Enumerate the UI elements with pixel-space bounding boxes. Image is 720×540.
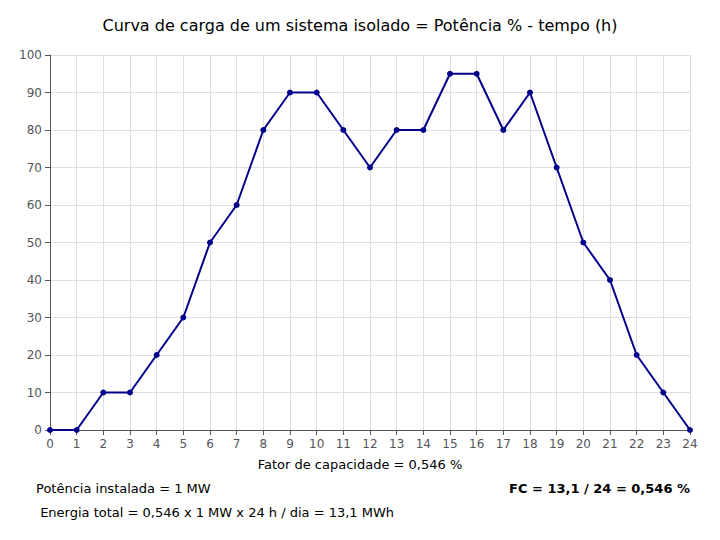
svg-text:13: 13 — [389, 437, 404, 451]
svg-text:0: 0 — [34, 423, 42, 437]
svg-text:21: 21 — [602, 437, 617, 451]
svg-text:70: 70 — [27, 161, 42, 175]
svg-text:22: 22 — [629, 437, 644, 451]
svg-text:20: 20 — [576, 437, 591, 451]
svg-text:4: 4 — [153, 437, 161, 451]
svg-text:20: 20 — [27, 348, 42, 362]
svg-text:100: 100 — [19, 48, 42, 62]
svg-text:3: 3 — [126, 437, 134, 451]
svg-text:15: 15 — [442, 437, 457, 451]
svg-text:90: 90 — [27, 86, 42, 100]
svg-text:19: 19 — [549, 437, 564, 451]
svg-text:40: 40 — [27, 273, 42, 287]
svg-text:Energia total = 0,546 x 1 MW x: Energia total = 0,546 x 1 MW x 24 h / di… — [36, 505, 394, 520]
svg-text:7: 7 — [233, 437, 241, 451]
svg-text:24: 24 — [682, 437, 697, 451]
svg-text:9: 9 — [286, 437, 294, 451]
svg-text:6: 6 — [206, 437, 214, 451]
svg-text:FC = 13,1 / 24 = 0,546 %: FC = 13,1 / 24 = 0,546 % — [509, 481, 690, 496]
svg-text:16: 16 — [469, 437, 484, 451]
svg-text:10: 10 — [309, 437, 324, 451]
svg-text:11: 11 — [336, 437, 351, 451]
svg-text:23: 23 — [656, 437, 671, 451]
svg-text:18: 18 — [522, 437, 537, 451]
svg-text:50: 50 — [27, 236, 42, 250]
svg-text:80: 80 — [27, 123, 42, 137]
svg-text:30: 30 — [27, 311, 42, 325]
svg-text:60: 60 — [27, 198, 42, 212]
svg-text:14: 14 — [416, 437, 431, 451]
svg-text:5: 5 — [180, 437, 188, 451]
svg-text:8: 8 — [260, 437, 268, 451]
svg-text:Curva de carga de um sistema i: Curva de carga de um sistema isolado = P… — [103, 16, 618, 35]
svg-text:Potência instalada = 1 MW: Potência instalada = 1 MW — [36, 481, 211, 496]
svg-text:12: 12 — [362, 437, 377, 451]
svg-text:17: 17 — [496, 437, 511, 451]
svg-text:0: 0 — [46, 437, 54, 451]
svg-text:10: 10 — [27, 386, 42, 400]
svg-text:2: 2 — [100, 437, 108, 451]
svg-text:Fator de capacidade = 0,546 %: Fator de capacidade = 0,546 % — [258, 457, 463, 472]
svg-text:1: 1 — [73, 437, 81, 451]
